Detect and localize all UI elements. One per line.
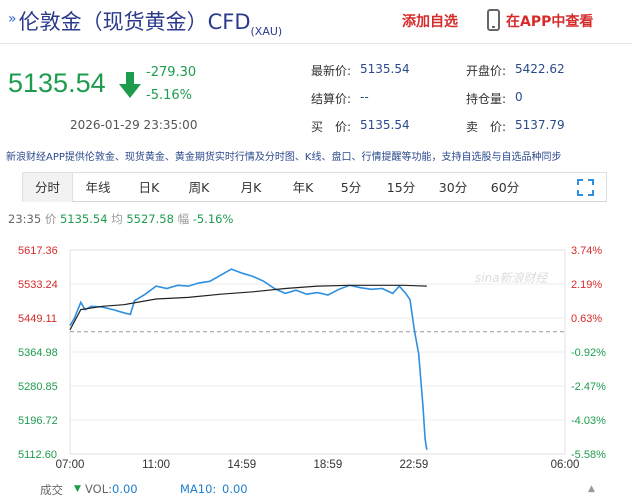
ma10-label: MA10: <box>180 482 217 496</box>
tab-15min[interactable]: 15分 <box>386 180 416 195</box>
x-tick-label: 18:59 <box>313 459 342 471</box>
instrument-code: (XAU) <box>250 25 283 38</box>
y-tick-right: 0.63% <box>571 313 602 325</box>
price-change: -279.30 <box>146 65 197 80</box>
x-tick-label: 14:59 <box>227 459 256 471</box>
open-interest-label: 持仓量: <box>466 92 507 106</box>
down-arrow-icon <box>119 72 141 98</box>
instrument-name: 伦敦金（现货黄金）CFD <box>18 10 251 34</box>
ask-price-value: 5137.79 <box>515 118 565 132</box>
x-tick-label: 06:00 <box>551 459 580 471</box>
volume-triangle-icon: ▼ <box>74 484 81 494</box>
y-tick-right: -5.58% <box>571 449 606 461</box>
legend-price-value: 5135.54 <box>59 212 108 226</box>
settle-price-label: 结算价: <box>311 92 352 106</box>
tab-year-line[interactable]: 年线 <box>85 180 111 195</box>
legend-range-value: -5.16% <box>192 212 234 226</box>
x-tick-label: 11:00 <box>142 459 170 471</box>
volume-footer: 成交 ▼ VOL: 0.00 MA10: 0.00 ▲ <box>0 478 632 500</box>
price-line <box>69 268 428 450</box>
x-tick-label: 22:59 <box>400 459 429 471</box>
average-line <box>69 284 427 331</box>
x-tick-label: 07:00 <box>56 459 85 471</box>
y-tick-left: 5280.85 <box>18 381 58 393</box>
y-tick-left: 5364.98 <box>18 347 58 359</box>
volume-label: VOL: <box>85 482 112 496</box>
ask-price-label: 卖 价: <box>466 120 507 134</box>
page-header: »伦敦金（现货黄金）CFD(XAU) 添加自选 在APP中查看 <box>0 0 632 44</box>
legend-time: 23:35 <box>8 212 42 226</box>
tab-5min[interactable]: 5分 <box>340 180 362 195</box>
open-interest-value: 0 <box>515 90 523 104</box>
latest-price-value: 5135.54 <box>360 62 410 76</box>
volume-value: 0.00 <box>112 482 138 496</box>
y-tick-right: -4.03% <box>571 415 606 427</box>
y-tick-left: 5449.11 <box>18 313 57 325</box>
open-price-value: 5422.62 <box>515 62 565 76</box>
instrument-title: »伦敦金（现货黄金）CFD(XAU) <box>8 6 282 38</box>
open-price-label: 开盘价: <box>466 64 507 78</box>
plot-frame <box>69 249 566 455</box>
settle-price-value: -- <box>360 90 369 104</box>
bid-price-value: 5135.54 <box>360 118 410 132</box>
add-watchlist-button[interactable]: 添加自选 <box>402 14 458 30</box>
tab-monthly-k[interactable]: 月K <box>240 180 262 195</box>
tab-yearly-k[interactable]: 年K <box>292 180 314 195</box>
tab-weekly-k[interactable]: 周K <box>188 180 210 195</box>
watermark-logo: sina新浪财经 <box>475 271 550 285</box>
ma10-value: 0.00 <box>222 482 248 496</box>
legend-avg-value: 5527.58 <box>126 212 174 226</box>
intraday-chart[interactable]: sina新浪财经 5617.36 5533.24 5449.11 5364.98 5280… <box>0 238 632 478</box>
y-tick-left: 5112.60 <box>18 449 57 461</box>
double-chevron-icon: » <box>8 11 17 27</box>
volume-title: 成交 <box>40 483 63 497</box>
y-tick-right: 2.19% <box>571 279 602 291</box>
quote-timestamp: 2026-01-29 23:35:00 <box>70 118 198 132</box>
latest-price-label: 最新价: <box>311 64 352 78</box>
tab-30min[interactable]: 30分 <box>438 180 468 195</box>
last-price: 5135.54 <box>8 68 106 98</box>
y-tick-right: -2.47% <box>571 381 606 393</box>
bid-price-label: 买 价: <box>311 120 352 134</box>
phone-icon[interactable] <box>487 9 500 31</box>
tab-intraday[interactable]: 分时 <box>23 173 73 202</box>
chart-legend: 23:35 价 5135.54 均 5527.58 幅 -5.16% <box>8 211 233 227</box>
y-tick-left: 5617.36 <box>18 245 58 257</box>
y-tick-left: 5196.72 <box>18 415 58 427</box>
legend-range-label: 幅 <box>177 212 190 226</box>
y-tick-left: 5533.24 <box>18 279 58 291</box>
chart-period-tabs: 分时 年线 日K 周K 月K 年K 5分 15分 30分 60分 <box>22 172 607 202</box>
tab-daily-k[interactable]: 日K <box>138 180 160 195</box>
price-change-percent: -5.16% <box>146 88 192 103</box>
fullscreen-icon[interactable] <box>577 179 594 196</box>
legend-avg-label: 均 <box>111 212 123 226</box>
scroll-up-triangle-icon[interactable]: ▲ <box>588 484 595 494</box>
view-in-app-button[interactable]: 在APP中查看 <box>506 14 594 30</box>
y-tick-right: -0.92% <box>571 347 606 359</box>
legend-price-label: 价 <box>44 212 57 226</box>
y-tick-right: 3.74% <box>571 245 602 257</box>
app-promo-text: 新浪财经APP提供伦敦金、现货黄金、黄金期货实时行情及分时图、K线、盘口、行情提… <box>6 152 562 163</box>
tab-60min[interactable]: 60分 <box>490 180 520 195</box>
